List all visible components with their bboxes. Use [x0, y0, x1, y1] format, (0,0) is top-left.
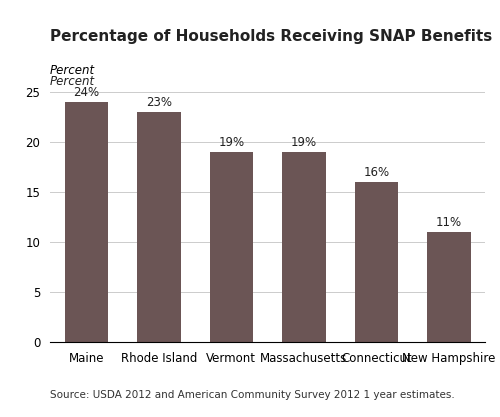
- Text: 11%: 11%: [436, 216, 462, 229]
- Text: Percent: Percent: [50, 75, 95, 88]
- Text: Percentage of Households Receiving SNAP Benefits: Percentage of Households Receiving SNAP …: [50, 29, 492, 44]
- Text: 19%: 19%: [290, 136, 317, 149]
- Text: Percent: Percent: [50, 64, 95, 77]
- Text: 16%: 16%: [363, 166, 390, 179]
- Bar: [354, 182, 398, 342]
- Text: 23%: 23%: [146, 96, 172, 109]
- Bar: [137, 112, 180, 342]
- Text: 19%: 19%: [218, 136, 244, 149]
- Text: Source: USDA 2012 and American Community Survey 2012 1 year estimates.: Source: USDA 2012 and American Community…: [50, 390, 455, 400]
- Bar: [210, 152, 253, 342]
- Text: 24%: 24%: [73, 86, 100, 99]
- Bar: [282, 152, 326, 342]
- Bar: [64, 102, 108, 342]
- Bar: [427, 232, 470, 342]
